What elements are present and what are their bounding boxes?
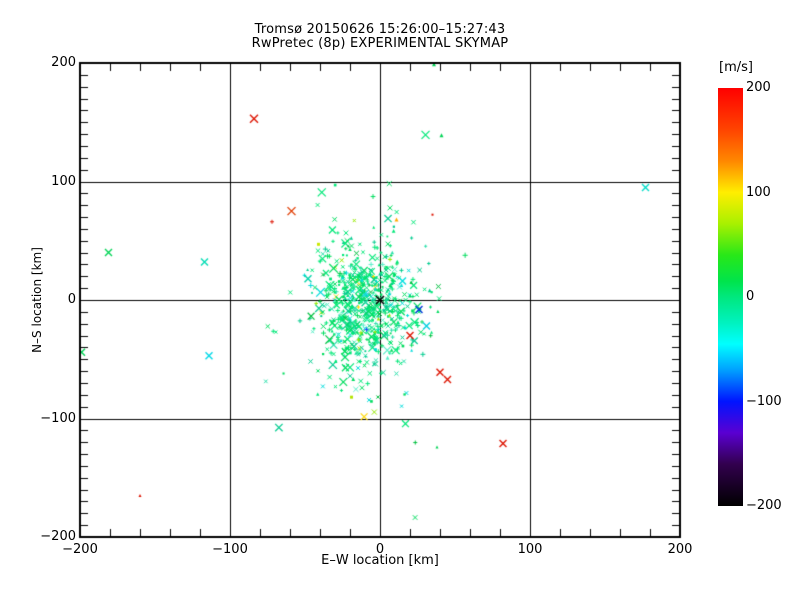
y-tick-label: 0 — [67, 292, 76, 307]
y-tick-label: −200 — [40, 529, 76, 544]
plot-title: Tromsø 20150626 15:26:00–15:27:43 — [254, 22, 506, 37]
plot-subtitle: RwPretec (8p) EXPERIMENTAL SKYMAP — [251, 36, 509, 51]
x-axis-title: E–W location [km] — [321, 553, 439, 568]
colorbar-unit-label: [m/s] — [719, 60, 753, 75]
colorbar-tick-label: −100 — [746, 393, 782, 409]
x-tick-label: 0 — [375, 542, 385, 557]
y-tick-label: −100 — [40, 410, 76, 426]
colorbar-tick-label: 200 — [746, 80, 771, 95]
x-tick-label: 100 — [517, 542, 543, 557]
y-tick-label: 200 — [51, 55, 76, 70]
colorbar-tick-label: −200 — [746, 498, 782, 513]
colorbar-gradient — [718, 88, 743, 506]
colorbar-tick-label: 0 — [746, 289, 755, 304]
y-tick-label: 100 — [51, 173, 76, 189]
x-tick-label: 200 — [667, 542, 693, 557]
x-tick-label: −100 — [212, 542, 248, 557]
colorbar-tick-label: 100 — [746, 184, 771, 200]
x-tick-label: −200 — [62, 542, 98, 557]
